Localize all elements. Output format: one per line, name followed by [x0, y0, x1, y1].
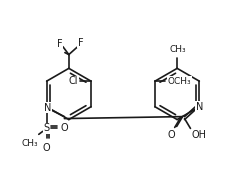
Text: CH₃: CH₃ — [170, 45, 186, 54]
Text: O: O — [43, 143, 51, 153]
Text: CH₃: CH₃ — [22, 139, 38, 148]
Text: N: N — [196, 102, 203, 112]
Text: S: S — [44, 123, 50, 133]
Text: OH: OH — [192, 130, 207, 140]
Text: O: O — [168, 130, 176, 140]
Text: OCH₃: OCH₃ — [168, 77, 191, 86]
Text: F: F — [57, 39, 63, 49]
Text: F: F — [56, 38, 62, 48]
Text: O: O — [61, 123, 68, 133]
Text: N: N — [44, 103, 51, 113]
Text: Cl: Cl — [69, 76, 78, 86]
Text: F: F — [78, 38, 83, 48]
